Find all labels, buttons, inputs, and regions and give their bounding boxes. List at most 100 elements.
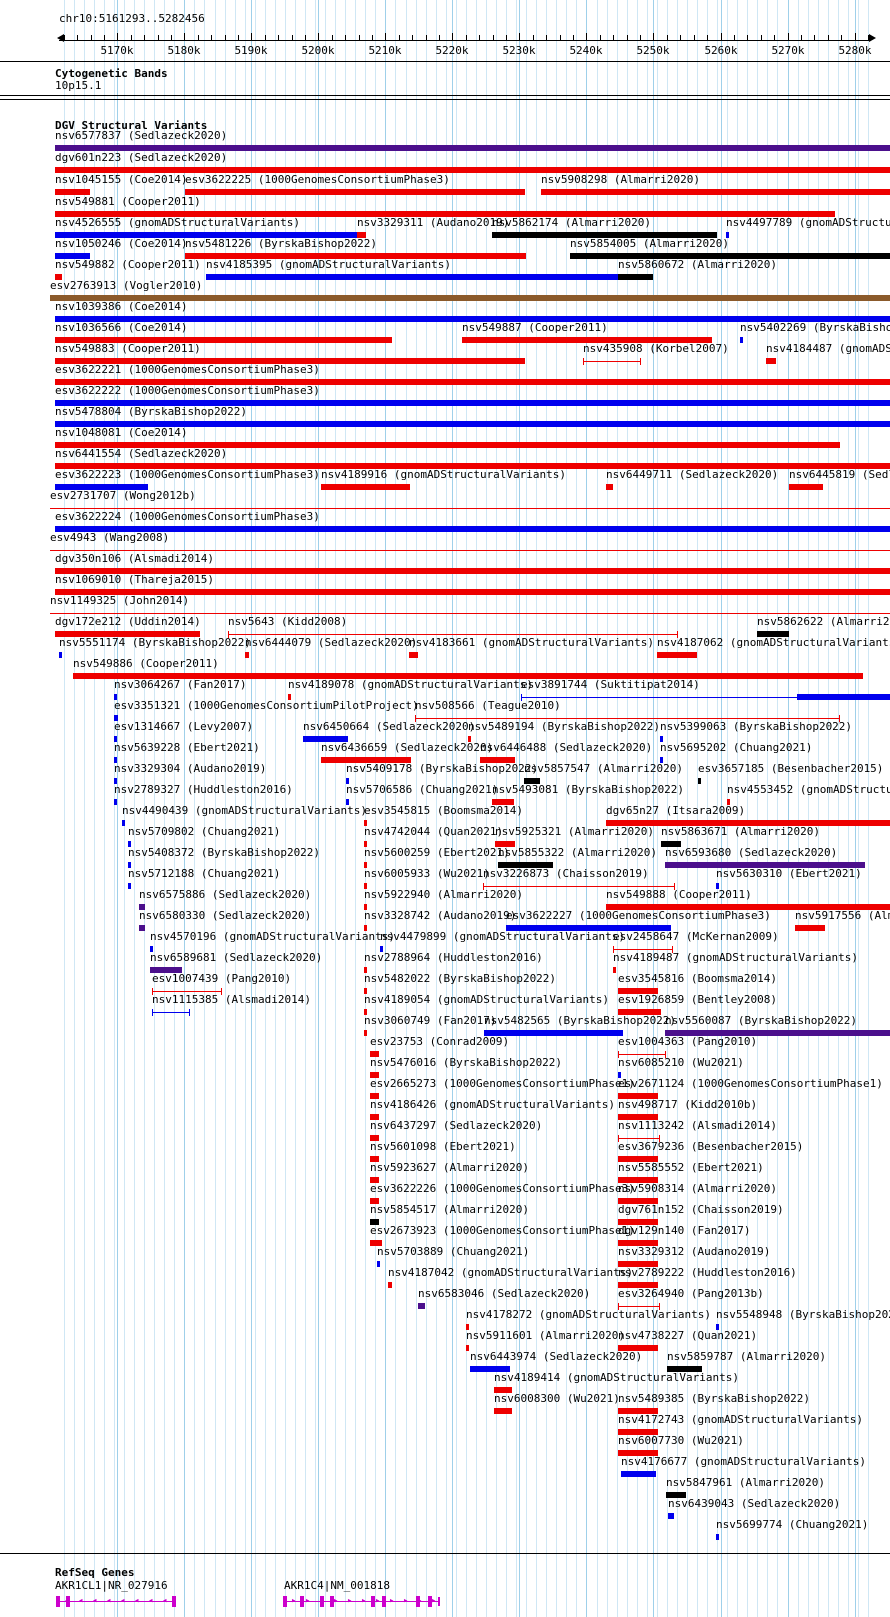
- variant-label[interactable]: esv3622222 (1000GenomesConsortiumPhase3): [55, 384, 320, 397]
- variant-feature[interactable]: [618, 1303, 660, 1310]
- variant-label[interactable]: nsv5922940 (Almarri2020): [364, 888, 523, 901]
- variant-label[interactable]: nsv4184487 (gnomADStructuralVariants): [766, 342, 890, 355]
- variant-feature[interactable]: [470, 1366, 510, 1372]
- variant-feature[interactable]: [665, 862, 865, 868]
- variant-feature[interactable]: [716, 883, 719, 889]
- variant-feature[interactable]: [541, 189, 890, 195]
- variant-feature[interactable]: [288, 694, 291, 700]
- variant-feature[interactable]: [303, 736, 348, 742]
- variant-label[interactable]: nsv1036566 (Coe2014): [55, 321, 188, 334]
- variant-label[interactable]: esv3545815 (Boomsma2014): [364, 804, 523, 817]
- variant-label[interactable]: nsv6444079 (Sedlazeck2020): [245, 636, 418, 649]
- variant-label[interactable]: nsv4178272 (gnomADStructuralVariants): [466, 1308, 712, 1321]
- variant-label[interactable]: nsv2789222 (Huddleston2016): [618, 1266, 797, 1279]
- variant-feature[interactable]: [618, 1114, 658, 1120]
- variant-feature[interactable]: [114, 757, 117, 763]
- variant-feature[interactable]: [495, 841, 515, 847]
- variant-label[interactable]: esv4943 (Wang2008): [50, 531, 170, 544]
- variant-feature[interactable]: [618, 1198, 658, 1204]
- variant-label[interactable]: nsv5482022 (ByrskaBishop2022): [364, 972, 557, 985]
- variant-label[interactable]: nsv1048081 (Coe2014): [55, 426, 188, 439]
- variant-feature[interactable]: [766, 358, 776, 364]
- variant-feature[interactable]: [245, 652, 249, 658]
- variant-feature[interactable]: [618, 1345, 658, 1351]
- variant-label[interactable]: nsv3328742 (Audano2019): [364, 909, 517, 922]
- variant-feature[interactable]: [55, 589, 890, 595]
- variant-feature[interactable]: [483, 883, 675, 890]
- variant-label[interactable]: nsv5860672 (Almarri2020): [618, 258, 777, 271]
- variant-label[interactable]: esv3622227 (1000GenomesConsortiumPhase3): [506, 909, 771, 922]
- variant-feature[interactable]: [357, 232, 366, 238]
- variant-feature[interactable]: [50, 295, 890, 301]
- variant-feature[interactable]: [492, 232, 717, 238]
- gene-exon[interactable]: [66, 1596, 70, 1607]
- variant-feature[interactable]: [55, 167, 890, 173]
- variant-feature[interactable]: [55, 631, 200, 637]
- variant-label[interactable]: nsv435908 (Korbel2007): [583, 342, 729, 355]
- variant-label[interactable]: nsv1115385 (Alsmadi2014): [152, 993, 311, 1006]
- variant-feature[interactable]: [727, 799, 730, 805]
- variant-feature[interactable]: [618, 1429, 658, 1435]
- variant-label[interactable]: esv1314667 (Levy2007): [114, 720, 254, 733]
- variant-label[interactable]: nsv4553452 (gnomADStructuralVariants): [727, 783, 890, 796]
- variant-label[interactable]: nsv4189487 (gnomADStructuralVariants): [613, 951, 859, 964]
- variant-label[interactable]: esv1004363 (Pang2010): [618, 1035, 758, 1048]
- variant-feature[interactable]: [606, 820, 890, 826]
- variant-label[interactable]: nsv5854517 (Almarri2020): [370, 1203, 529, 1216]
- variant-feature[interactable]: [621, 1471, 656, 1477]
- variant-label[interactable]: esv2458647 (McKernan2009): [613, 930, 779, 943]
- variant-feature[interactable]: [55, 337, 392, 343]
- variant-feature[interactable]: [55, 463, 890, 469]
- variant-label[interactable]: esv3679236 (Besenbacher2015): [618, 1140, 804, 1153]
- variant-feature[interactable]: [55, 145, 890, 151]
- variant-label[interactable]: nsv4186426 (gnomADStructuralVariants): [370, 1098, 616, 1111]
- variant-feature[interactable]: [114, 799, 117, 805]
- variant-feature[interactable]: [370, 1177, 379, 1183]
- variant-label[interactable]: nsv4738227 (Quan2021): [618, 1329, 758, 1342]
- gene-exon[interactable]: [283, 1596, 287, 1607]
- variant-label[interactable]: esv2731707 (Wong2012b): [50, 489, 196, 502]
- variant-label[interactable]: esv2673923 (1000GenomesConsortiumPhase1): [370, 1224, 635, 1237]
- variant-feature[interactable]: [606, 904, 890, 910]
- variant-feature[interactable]: [50, 550, 890, 551]
- variant-label[interactable]: nsv5706586 (Chuang2021): [346, 783, 499, 796]
- variant-feature[interactable]: [114, 736, 117, 742]
- variant-feature[interactable]: [789, 484, 823, 490]
- variant-feature[interactable]: [618, 988, 658, 994]
- variant-label[interactable]: nsv6008300 (Wu2021): [494, 1392, 620, 1405]
- variant-feature[interactable]: [55, 316, 890, 322]
- variant-label[interactable]: nsv5560087 (ByrskaBishop2022): [665, 1014, 858, 1027]
- variant-label[interactable]: nsv4497789 (gnomADStructuralVariants): [726, 216, 890, 229]
- variant-label[interactable]: nsv1069010 (Thareja2015): [55, 573, 214, 586]
- variant-feature[interactable]: [364, 1009, 367, 1015]
- variant-label[interactable]: nsv5862622 (Almarri2020): [757, 615, 890, 628]
- gene-exon[interactable]: [382, 1596, 386, 1607]
- variant-label[interactable]: nsv6007730 (Wu2021): [618, 1434, 744, 1447]
- variant-feature[interactable]: [716, 1324, 719, 1330]
- variant-feature[interactable]: [583, 358, 641, 365]
- variant-label[interactable]: nsv5862174 (Almarri2020): [492, 216, 651, 229]
- variant-label[interactable]: nsv5482565 (ByrskaBishop2022): [484, 1014, 677, 1027]
- variant-feature[interactable]: [797, 694, 890, 700]
- variant-label[interactable]: nsv6441554 (Sedlazeck2020): [55, 447, 228, 460]
- variant-label[interactable]: esv3545816 (Boomsma2014): [618, 972, 777, 985]
- variant-label[interactable]: nsv5643 (Kidd2008): [228, 615, 348, 628]
- variant-label[interactable]: esv3351321 (1000GenomesConsortiumPilotPr…: [114, 699, 419, 712]
- variant-feature[interactable]: [55, 421, 890, 427]
- variant-label[interactable]: nsv5712188 (Chuang2021): [128, 867, 281, 880]
- variant-label[interactable]: nsv1039386 (Coe2014): [55, 300, 188, 313]
- variant-feature[interactable]: [139, 925, 145, 931]
- variant-label[interactable]: nsv5601098 (Ebert2021): [370, 1140, 516, 1153]
- variant-label[interactable]: nsv5709802 (Chuang2021): [128, 825, 281, 838]
- variant-feature[interactable]: [716, 1534, 719, 1540]
- variant-feature[interactable]: [122, 820, 125, 826]
- variant-label[interactable]: esv3622224 (1000GenomesConsortiumPhase3): [55, 510, 320, 523]
- variant-label[interactable]: nsv5855322 (Almarri2020): [498, 846, 657, 859]
- variant-label[interactable]: esv3891744 (Suktitipat2014): [521, 678, 700, 691]
- variant-label[interactable]: nsv5409178 (ByrskaBishop2022): [346, 762, 539, 775]
- variant-feature[interactable]: [661, 841, 681, 847]
- variant-feature[interactable]: [346, 778, 349, 784]
- variant-feature[interactable]: [370, 1198, 379, 1204]
- variant-feature[interactable]: [618, 274, 653, 280]
- variant-feature[interactable]: [55, 568, 890, 574]
